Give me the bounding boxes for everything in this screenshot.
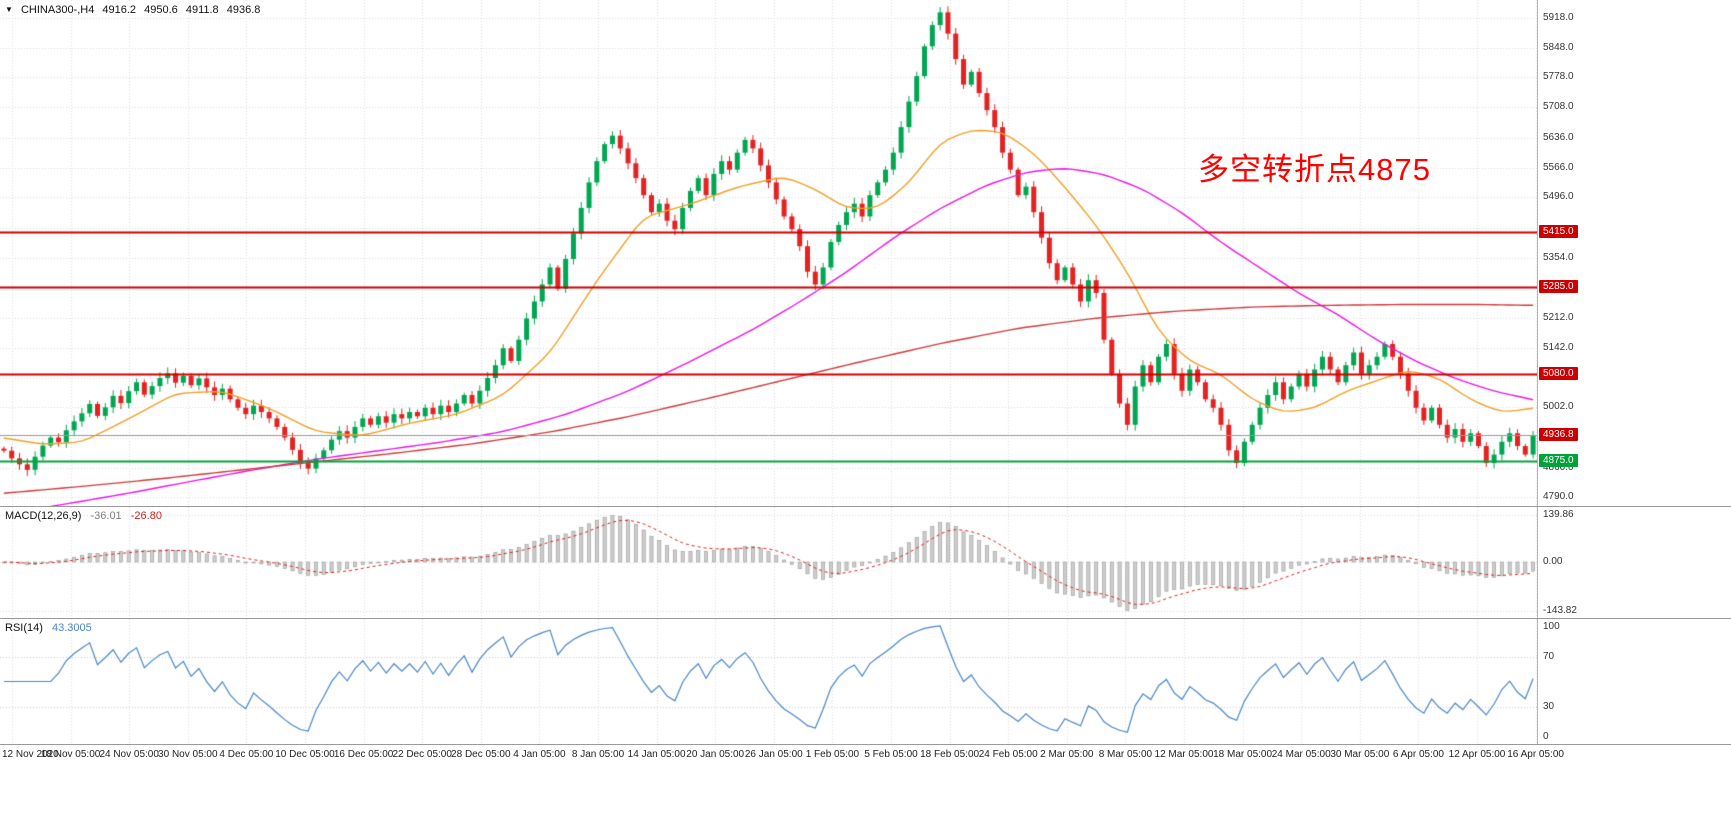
time-axis-label: 14 Jan 05:00 [627, 749, 686, 760]
rsi-canvas[interactable] [0, 619, 1537, 744]
time-axis-label: 16 Apr 05:00 [1507, 749, 1564, 760]
time-axis-label: 24 Nov 05:00 [99, 749, 159, 760]
macd-header: MACD(12,26,9) -36.01 -26.80 [5, 510, 168, 522]
rsi-axis[interactable]: 100 70 30 0 [1537, 619, 1731, 744]
price-axis[interactable]: 5918.0 5848.0 5778.0 5708.0 5636.0 5566.0 5496… [1537, 0, 1731, 506]
time-axis-label: 12 Mar 05:00 [1154, 749, 1214, 760]
macd-axis-label: 0.00 [1543, 555, 1563, 567]
chart-annotation[interactable]: 多空转折点4875 [1198, 152, 1431, 187]
time-axis[interactable]: 12 Nov 2020 18 Nov 05:00 24 Nov 05:00 30 No… [0, 745, 1731, 769]
macd-axis[interactable]: 139.86 0.00 -143.82 [1537, 507, 1731, 618]
time-axis-label: 28 Dec 05:00 [451, 749, 511, 760]
price-axis-label: 4860.0 [1543, 461, 1574, 473]
time-axis-label: 18 Feb 05:00 [920, 749, 980, 760]
macd-label: MACD(12,26,9) [5, 510, 82, 522]
price-axis-label: 5778.0 [1543, 71, 1574, 83]
ohlc-open: 4916.2 [102, 4, 137, 16]
time-axis-label: 30 Nov 05:00 [158, 749, 218, 760]
symbol-period-label: CHINA300-,H4 [20, 4, 95, 16]
time-axis-label: 20 Jan 05:00 [686, 749, 745, 760]
current-price-badge: 4936.8 [1539, 428, 1578, 442]
rsi-label: RSI(14) [5, 622, 43, 634]
price-axis-label: 5708.0 [1543, 101, 1574, 113]
rsi-panel: RSI(14) 43.3005 100 70 30 0 [0, 619, 1731, 745]
time-axis-label: 18 Nov 05:00 [40, 749, 101, 760]
price-panel: ▼ CHINA300-,H4 4916.2 4950.6 4911.8 4936… [0, 0, 1731, 507]
time-axis-label: 12 Nov 2020 [2, 749, 59, 760]
time-axis-label: 8 Jan 05:00 [571, 749, 625, 760]
time-axis-label: 5 Feb 05:00 [864, 749, 918, 760]
time-axis-label: 30 Mar 05:00 [1330, 749, 1390, 760]
time-axis-label: 22 Dec 05:00 [392, 749, 452, 760]
time-axis-label: 16 Dec 05:00 [333, 749, 394, 760]
ohlc-low: 4911.8 [185, 4, 219, 16]
time-axis-label: 10 Dec 05:00 [275, 749, 335, 760]
price-axis-label: 5354.0 [1543, 251, 1574, 263]
ohlc-high: 4950.6 [144, 4, 178, 16]
time-axis-label: 6 Apr 05:00 [1392, 749, 1444, 760]
time-axis-label: 24 Feb 05:00 [978, 749, 1038, 760]
price-chart-canvas[interactable] [0, 0, 1537, 506]
price-axis-label: 5636.0 [1543, 131, 1574, 143]
time-axis-label: 8 Mar 05:00 [1098, 749, 1153, 760]
price-level-badge: 5080.0 [1539, 367, 1578, 381]
time-axis-label: 4 Dec 05:00 [219, 749, 274, 760]
time-axis-label: 2 Mar 05:00 [1040, 749, 1094, 760]
rsi-axis-label: 0 [1543, 731, 1549, 742]
rsi-axis-label: 100 [1543, 621, 1560, 632]
chart-header: ▼ CHINA300-,H4 4916.2 4950.6 4911.8 4936… [5, 4, 265, 16]
price-axis-label: 5002.0 [1543, 401, 1574, 413]
price-level-badge: 5415.0 [1539, 224, 1578, 238]
macd-axis-label: -143.82 [1543, 604, 1577, 616]
price-axis-label: 5848.0 [1543, 41, 1574, 53]
rsi-axis-label: 30 [1543, 700, 1555, 712]
time-axis-label: 4 Jan 05:00 [513, 749, 566, 760]
price-axis-label: 5566.0 [1543, 161, 1574, 173]
price-axis-label: 5918.0 [1543, 11, 1574, 23]
time-axis-label: 1 Feb 05:00 [805, 749, 860, 760]
collapse-icon[interactable]: ▼ [5, 5, 13, 14]
rsi-header: RSI(14) 43.3005 [5, 622, 98, 634]
macd-signal-value: -26.80 [130, 510, 162, 522]
time-axis-label: 18 Mar 05:00 [1213, 749, 1273, 760]
price-axis-label: 4790.0 [1543, 491, 1574, 503]
price-level-badge: 5285.0 [1539, 280, 1578, 294]
time-axis-label: 26 Jan 05:00 [744, 749, 803, 760]
rsi-axis-label: 70 [1543, 650, 1555, 662]
macd-axis-label: 139.86 [1543, 508, 1574, 520]
price-axis-label: 5142.0 [1543, 341, 1574, 353]
ohlc-close: 4936.8 [226, 4, 261, 16]
macd-main-value: -36.01 [90, 510, 122, 522]
price-axis-label: 5496.0 [1543, 191, 1574, 203]
time-axis-label: 24 Mar 05:00 [1271, 749, 1331, 760]
macd-panel: MACD(12,26,9) -36.01 -26.80 139.86 0.00 -1… [0, 507, 1731, 619]
time-axis-label: 12 Apr 05:00 [1448, 749, 1506, 760]
price-axis-label: 5212.0 [1543, 312, 1574, 324]
macd-canvas[interactable] [0, 507, 1537, 618]
price-level-badge: 4875.0 [1539, 454, 1578, 468]
rsi-value: 43.3005 [51, 622, 92, 634]
